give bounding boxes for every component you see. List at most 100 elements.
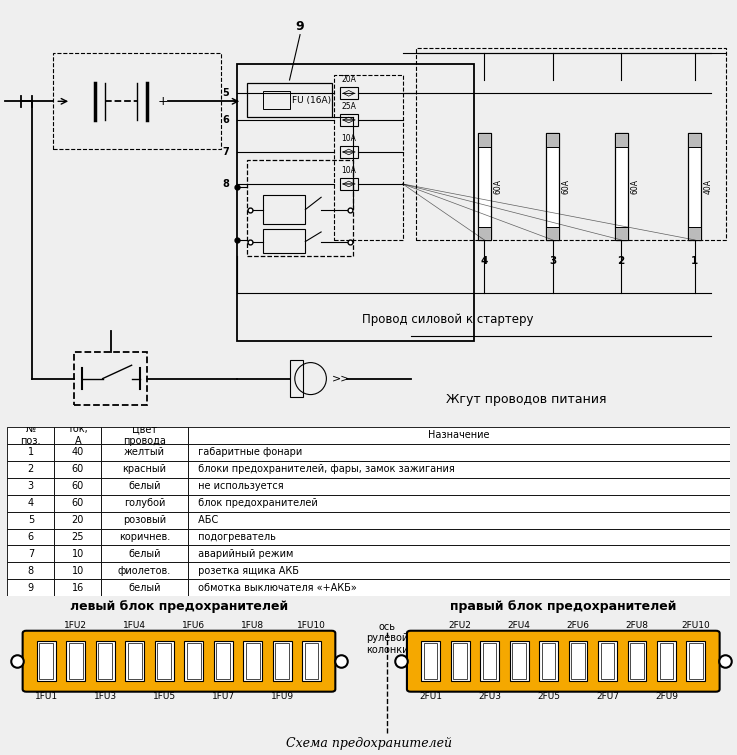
Text: АБС: АБС (195, 515, 218, 525)
Bar (688, 134, 702, 240)
Text: №
поз.: № поз. (21, 424, 41, 446)
Text: аварийный режим: аварийный режим (195, 549, 293, 559)
FancyBboxPatch shape (23, 630, 335, 692)
Text: 10А: 10А (341, 134, 356, 143)
Bar (305, 643, 318, 680)
Bar (237, 64, 474, 341)
Bar (74, 352, 147, 405)
Text: 8: 8 (28, 566, 34, 576)
Bar (657, 642, 676, 681)
Bar (7, 427, 55, 444)
Bar (539, 642, 558, 681)
Bar (101, 545, 188, 562)
Text: 2FU7: 2FU7 (596, 692, 619, 701)
Bar (627, 642, 646, 681)
Text: 6: 6 (28, 532, 34, 542)
Bar (184, 642, 203, 681)
Text: 2: 2 (618, 256, 625, 266)
Bar (99, 643, 112, 680)
Text: 8: 8 (222, 179, 229, 189)
Bar (188, 461, 730, 478)
Text: белый: белый (128, 583, 161, 593)
Bar (689, 643, 703, 680)
Text: 1FU8: 1FU8 (241, 621, 265, 630)
Text: 20А: 20А (341, 76, 356, 85)
Bar (55, 495, 101, 512)
Bar (483, 643, 497, 680)
Bar (568, 642, 587, 681)
Bar (546, 134, 559, 240)
Text: 7: 7 (223, 147, 229, 157)
Bar (187, 643, 200, 680)
Bar (290, 360, 303, 397)
Text: 60: 60 (71, 481, 84, 491)
Text: коричнев.: коричнев. (119, 532, 170, 542)
Bar (55, 580, 101, 596)
Bar (55, 545, 101, 562)
Text: Схема предохранителей: Схема предохранителей (285, 737, 452, 750)
Bar (217, 643, 230, 680)
Bar (615, 134, 628, 240)
Text: 60А: 60А (494, 179, 503, 194)
Text: 5: 5 (223, 88, 229, 98)
Text: 9: 9 (296, 20, 304, 33)
Text: обмотка выключателя «+АКБ»: обмотка выключателя «+АКБ» (195, 583, 357, 593)
Text: 2FU9: 2FU9 (655, 692, 678, 701)
Bar (340, 178, 358, 190)
Text: розовый: розовый (123, 515, 166, 525)
Text: Назначение: Назначение (428, 430, 489, 440)
Bar (7, 562, 55, 580)
Text: 10: 10 (71, 566, 84, 576)
Bar (340, 88, 358, 99)
Bar (686, 642, 705, 681)
Text: Ток,
А: Ток, А (67, 424, 88, 446)
Bar (630, 643, 644, 680)
Bar (101, 461, 188, 478)
FancyBboxPatch shape (407, 630, 719, 692)
Bar (188, 477, 730, 495)
Bar (7, 461, 55, 478)
Text: белый: белый (128, 481, 161, 491)
Text: 10А: 10А (341, 166, 356, 175)
Text: 2FU2: 2FU2 (449, 621, 472, 630)
Bar (55, 512, 101, 528)
Text: ось
рулевой
колонки: ось рулевой колонки (366, 621, 408, 655)
Bar (188, 580, 730, 596)
Text: 1FU3: 1FU3 (94, 692, 117, 701)
Bar (546, 134, 559, 146)
Bar (273, 642, 292, 681)
Text: блоки предохранителей, фары, замок зажигания: блоки предохранителей, фары, замок зажиг… (195, 464, 455, 474)
Bar (214, 642, 233, 681)
Bar (7, 580, 55, 596)
Text: габаритные фонари: габаритные фонари (195, 447, 302, 457)
Text: 2FU8: 2FU8 (626, 621, 649, 630)
Bar (615, 226, 628, 240)
Text: 1: 1 (28, 447, 34, 457)
Text: правый блок предохранителей: правый блок предохранителей (450, 600, 677, 613)
Bar (101, 528, 188, 545)
Text: 25А: 25А (341, 102, 356, 111)
Bar (688, 226, 702, 240)
Bar (416, 48, 727, 240)
Text: 1FU2: 1FU2 (64, 621, 87, 630)
Text: Силовые предохранители: Силовые предохранители (282, 442, 455, 455)
Text: Провод силовой к стартеру: Провод силовой к стартеру (362, 313, 533, 326)
Bar (69, 643, 83, 680)
Bar (101, 512, 188, 528)
Text: 60А: 60А (562, 179, 571, 194)
Text: >>: >> (332, 374, 350, 384)
Text: белый: белый (128, 549, 161, 559)
Text: 4: 4 (28, 498, 34, 508)
Text: 20: 20 (71, 515, 84, 525)
Text: 1FU5: 1FU5 (153, 692, 176, 701)
Bar (155, 642, 174, 681)
Bar (598, 642, 617, 681)
Text: 3: 3 (549, 256, 556, 266)
Text: красный: красный (122, 464, 167, 474)
Text: 9: 9 (28, 583, 34, 593)
Text: 40А: 40А (704, 179, 713, 194)
Bar (571, 643, 585, 680)
Bar (101, 477, 188, 495)
Text: Цвет
провода: Цвет провода (123, 424, 166, 446)
Bar (128, 643, 142, 680)
